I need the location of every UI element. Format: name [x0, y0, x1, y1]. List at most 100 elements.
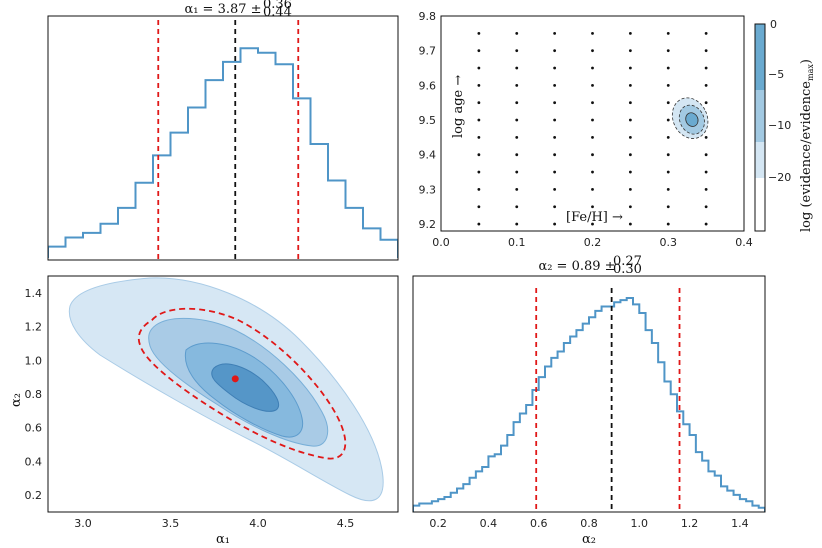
grid-point	[553, 170, 557, 174]
grid-point	[666, 49, 670, 53]
feh-axis-label: [Fe/H] →	[566, 210, 623, 225]
logage-ytick: 9.8	[419, 10, 437, 23]
logage-ytick: 9.3	[419, 183, 437, 196]
grid-point	[666, 101, 670, 105]
grid-point	[477, 222, 481, 226]
grid-point	[515, 118, 519, 122]
joint-xlabel: α₁	[216, 532, 230, 547]
grid-point	[628, 101, 632, 105]
alpha2-title-lower: 0.30	[613, 262, 642, 277]
grid-point	[515, 153, 519, 157]
alpha2-xtick: 0.6	[530, 517, 548, 530]
grid-point	[553, 66, 557, 70]
alpha1-title-upper: 0.36	[263, 0, 292, 12]
colorbar-tick-1: −5	[768, 68, 784, 81]
grid-point	[553, 205, 557, 209]
grid-point	[591, 222, 594, 226]
evidence-contour-high	[685, 112, 699, 127]
grid-point	[591, 135, 594, 139]
grid-point	[515, 83, 519, 87]
metallicity-age-panel: 0.0 0.1 0.2 0.3 0.4 9.2 9.3 9.4 9.5 9.6 9.7 9.8 [Fe…	[419, 10, 816, 249]
logage-ytick: 9.5	[419, 114, 437, 127]
feh-xtick: 0.4	[735, 236, 753, 249]
logage-ytick: 9.2	[419, 218, 437, 231]
grid-point	[628, 222, 632, 226]
colorbar-band-empty	[755, 178, 765, 231]
colorbar: 0 −5 −10 −20 log (evidence/evidencemax)	[754, 18, 815, 232]
grid-point	[628, 170, 632, 174]
grid-point	[666, 222, 670, 226]
feh-xtick: 0.2	[584, 236, 602, 249]
grid-point	[477, 83, 481, 87]
grid-point	[553, 83, 557, 87]
grid-point	[704, 170, 708, 174]
grid-point	[628, 118, 632, 122]
grid-point	[628, 66, 632, 70]
grid-point	[591, 101, 594, 105]
grid-point	[477, 118, 481, 122]
joint-ytick: 1.4	[25, 287, 43, 300]
alpha2-title-upper: 0.27	[613, 254, 642, 269]
grid-point	[477, 205, 481, 209]
grid-point	[704, 66, 708, 70]
grid-point	[477, 31, 481, 35]
joint-ytick: 0.8	[25, 388, 43, 401]
alpha2-xtick: 0.4	[480, 517, 498, 530]
grid-point	[666, 135, 670, 139]
grid-point	[666, 187, 670, 191]
grid-point	[628, 205, 632, 209]
joint-xtick: 4.0	[249, 517, 267, 530]
grid-point	[553, 118, 557, 122]
joint-ytick: 0.2	[25, 489, 43, 502]
grid-point	[553, 222, 557, 226]
alpha1-histogram-frame	[47, 15, 399, 261]
grid-point	[666, 153, 670, 157]
grid-point	[591, 170, 594, 174]
grid-point	[591, 31, 594, 35]
colorbar-tick-3: −20	[768, 171, 791, 184]
grid-point	[704, 153, 708, 157]
grid-point	[666, 31, 670, 35]
colorbar-tick-0: 0	[770, 18, 777, 31]
alpha2-step-line	[413, 297, 765, 512]
grid-point	[628, 135, 632, 139]
alpha2-histogram-panel: α₂ = 0.89 ± 0.27 0.30 0.2 0.4 0.6 0.8 1.0 1.2…	[412, 254, 766, 547]
joint-xtick: 3.5	[162, 517, 180, 530]
grid-point	[515, 31, 519, 35]
grid-point	[591, 153, 594, 157]
alpha2-histogram-frame	[412, 275, 766, 513]
grid-point	[477, 187, 481, 191]
joint-posterior-panel: 3.0 3.5 4.0 4.5 0.2 0.4 0.6 0.8 1.0 1.2 1.4 α₁ α₂	[9, 275, 399, 547]
grid-point	[628, 31, 632, 35]
alpha2-xtick: 0.8	[580, 517, 598, 530]
grid-point	[666, 66, 670, 70]
grid-point	[515, 170, 519, 174]
joint-ytick: 1.2	[25, 321, 43, 334]
grid-point	[704, 205, 708, 209]
grid-point	[553, 49, 557, 53]
grid-point	[515, 101, 519, 105]
joint-contours	[68, 277, 384, 502]
alpha2-title: α₂ = 0.89 ±	[538, 259, 615, 274]
grid-point	[666, 170, 670, 174]
grid-point	[515, 222, 519, 226]
joint-ytick: 0.6	[25, 422, 43, 435]
grid-point	[591, 83, 594, 87]
grid-point	[477, 170, 481, 174]
grid-point	[628, 83, 632, 87]
grid-point	[553, 31, 557, 35]
alpha2-xtick: 1.2	[681, 517, 699, 530]
grid-point	[704, 83, 708, 87]
grid-point	[666, 118, 670, 122]
grid-point	[477, 101, 481, 105]
feh-xtick: 0.3	[660, 236, 678, 249]
grid-point	[704, 101, 708, 105]
grid-point	[591, 49, 594, 53]
grid-point	[553, 153, 557, 157]
grid-point	[591, 118, 594, 122]
alpha1-title-lower: 0.44	[263, 5, 292, 20]
grid-point	[628, 187, 632, 191]
alpha1-title: α₁ = 3.87 ±	[184, 2, 261, 17]
colorbar-band-mid	[755, 90, 765, 142]
grid-point	[666, 205, 670, 209]
